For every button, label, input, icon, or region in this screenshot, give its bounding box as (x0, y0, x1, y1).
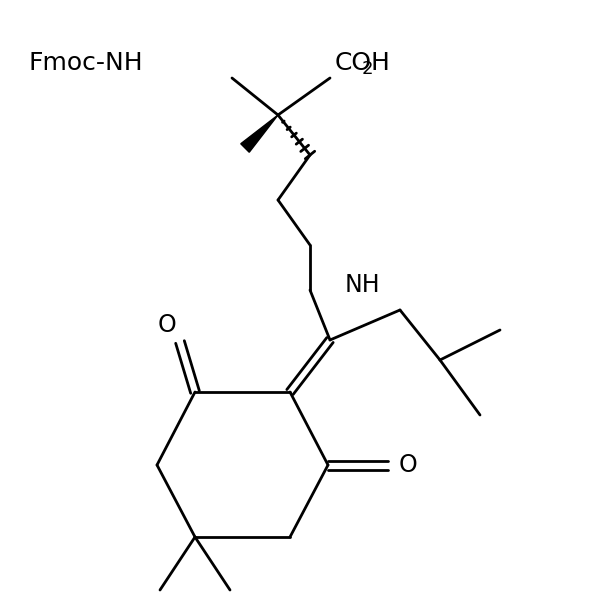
Text: O: O (158, 313, 176, 337)
Text: H: H (371, 51, 390, 75)
Text: 2: 2 (362, 60, 374, 78)
Text: NH: NH (345, 273, 381, 297)
Polygon shape (241, 115, 278, 153)
Text: O: O (398, 453, 417, 477)
Text: CO: CO (335, 51, 372, 75)
Text: Fmoc-NH: Fmoc-NH (28, 51, 142, 75)
